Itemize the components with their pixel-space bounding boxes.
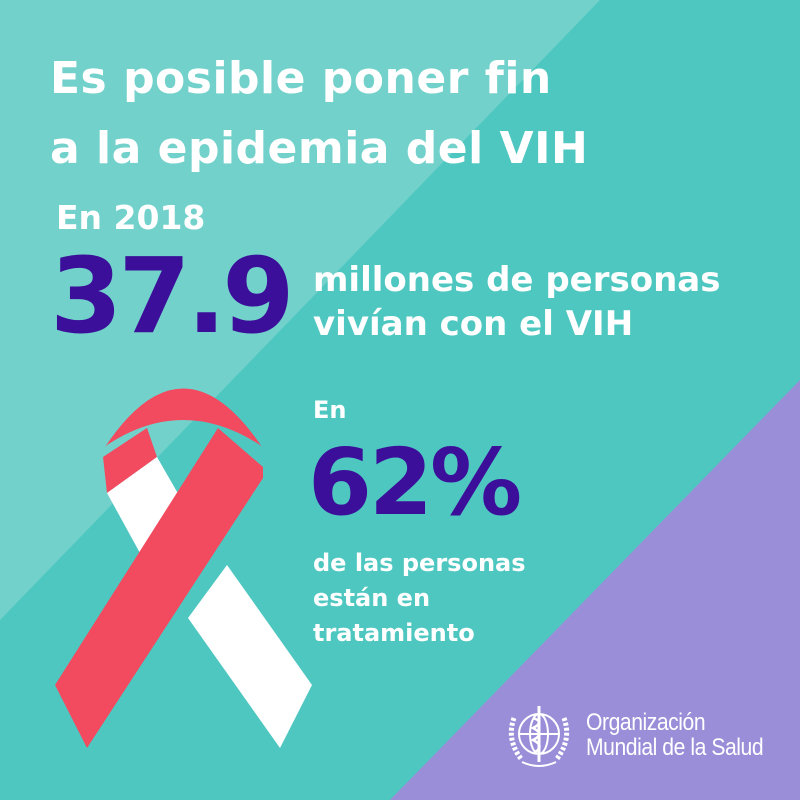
who-logo: Organización Mundial de la Salud — [500, 700, 787, 770]
headline: Es posible poner fin a la epidemia del V… — [50, 44, 588, 184]
org-line: Organización — [586, 709, 706, 736]
people-living-stat: 37.9 — [50, 235, 295, 357]
year-label: En 2018 — [56, 198, 206, 237]
treatment-label: de las personas están en tratamiento — [313, 546, 526, 651]
label-line: millones de personas — [313, 260, 721, 300]
headline-line: a la epidemia del VIH — [50, 123, 589, 174]
label-line: de las personas — [313, 549, 526, 577]
label-line: tratamiento — [313, 619, 475, 647]
treatment-stat: 62% — [308, 429, 522, 536]
red-ribbon-icon — [55, 388, 312, 748]
org-line: Mundial de la Salud — [586, 734, 764, 761]
who-emblem-icon — [508, 706, 570, 767]
label-line: están en — [313, 584, 431, 612]
treatment-prefix: En — [313, 396, 347, 424]
label-line: vivían con el VIH — [313, 304, 634, 344]
organization-name: Organización Mundial de la Salud — [586, 709, 764, 761]
headline-line: Es posible poner fin — [50, 53, 552, 104]
purple-corner — [390, 380, 800, 800]
people-living-label: millones de personas vivían con el VIH — [313, 258, 720, 346]
